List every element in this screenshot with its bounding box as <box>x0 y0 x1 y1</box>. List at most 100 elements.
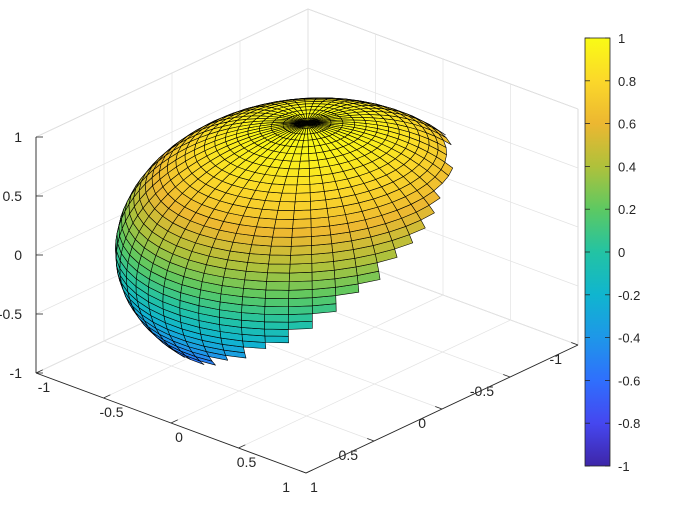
x-tick-mark <box>35 369 43 374</box>
surface-patch <box>293 209 312 220</box>
colorbar-tick-label: 1 <box>618 31 625 46</box>
y-axis-line <box>305 344 579 474</box>
grid-line <box>307 8 579 110</box>
surface-patch <box>310 199 328 211</box>
y-tick-label: -1 <box>550 351 563 367</box>
colorbar-tick-label: -0.4 <box>618 331 640 346</box>
surface-patch <box>264 297 289 308</box>
x-tick-mark <box>103 394 111 399</box>
surface-patch <box>273 218 294 229</box>
colorbar-tick-label: 0.2 <box>618 202 636 217</box>
y-tick-mark <box>435 406 443 410</box>
surface-patch <box>272 227 293 238</box>
y-tick-label: 1 <box>282 479 290 495</box>
surface-patch <box>297 168 310 178</box>
surface-patch <box>287 320 313 330</box>
surface-patch <box>308 152 319 162</box>
surface-patch <box>288 271 313 283</box>
z-tick-label: -1 <box>10 365 23 381</box>
surface-patch <box>294 192 311 203</box>
surface-patch <box>268 254 291 265</box>
z-tick-label: 1 <box>14 129 22 145</box>
surface-patch <box>308 159 320 169</box>
surface-patch <box>264 335 289 344</box>
x-tick-label: 0.5 <box>237 454 257 470</box>
surface-patch <box>293 200 311 211</box>
colorbar-tick-label: -0.8 <box>618 416 640 431</box>
surface-patch <box>289 263 313 274</box>
surface-patch <box>258 208 279 220</box>
grid-line <box>103 340 375 442</box>
surface-patch <box>309 182 325 194</box>
surface-patch <box>308 167 322 177</box>
colorbar-tick-label: 0.4 <box>618 159 636 174</box>
grid-line <box>307 67 579 169</box>
surface-patch <box>256 217 277 229</box>
surface-patch <box>267 263 291 274</box>
surface-patch <box>298 160 310 170</box>
surface-patch <box>290 236 312 247</box>
surface-patch <box>288 297 313 308</box>
z-tick-label: -0.5 <box>0 306 22 322</box>
surface-patch <box>299 153 310 162</box>
surface-patch <box>281 184 298 194</box>
surface-patch <box>341 119 355 123</box>
colorbar-tick-label: -0.6 <box>618 373 640 388</box>
surface-patch <box>266 272 290 283</box>
y-tick-mark <box>503 374 511 378</box>
colorbar: -1 -0.8 -0.6 -0.4 -0.2 0 0.2 0.4 0.6 0.8 1 <box>584 31 640 474</box>
axes-ticks: -1-0.500.51-1-0.500.51-1-0.500.51 <box>0 129 579 495</box>
x-tick-label: -0.5 <box>99 404 123 420</box>
surface-patch <box>277 201 296 211</box>
surface-patch <box>291 227 312 238</box>
surface-patch <box>295 184 311 194</box>
surface-patch <box>175 154 186 168</box>
surface-patch <box>251 235 273 247</box>
x-tick-label: 1 <box>310 479 318 495</box>
x-tick-label: 0 <box>175 429 183 445</box>
sphere-surface <box>115 97 454 366</box>
grid-line <box>35 67 309 197</box>
surface-patch <box>253 226 275 238</box>
surface-patch <box>305 106 312 111</box>
surface-patch <box>264 306 289 315</box>
colorbar-tick-label: -1 <box>618 459 630 474</box>
surface-patch <box>275 210 295 220</box>
x-tick-mark <box>238 444 246 449</box>
surface-patch <box>264 328 289 337</box>
surface-patch <box>289 254 313 265</box>
surface-patch <box>287 313 313 323</box>
colorbar-tick-label: -0.2 <box>618 288 640 303</box>
surface-patch <box>265 281 290 291</box>
surface-patch <box>264 321 289 330</box>
y-tick-label: 0 <box>418 415 426 431</box>
x-tick-mark <box>170 419 178 424</box>
colorbar-tick-label: 0.6 <box>618 117 636 132</box>
surface-patch <box>245 262 269 274</box>
y-tick-label: -0.5 <box>470 383 494 399</box>
surface-patch <box>292 218 312 229</box>
surface-patch <box>309 191 326 202</box>
surface-patch <box>279 192 297 203</box>
colorbar-tick-label: 0.8 <box>618 74 636 89</box>
colorbar-tick-label: 0 <box>618 245 625 260</box>
y-tick-mark <box>571 342 579 346</box>
surface-patch <box>309 174 323 185</box>
surface-patch <box>264 313 289 323</box>
grid-line <box>35 8 309 138</box>
surface-patch <box>269 245 292 256</box>
surface-patch <box>296 175 311 186</box>
x-tick-label: -1 <box>38 379 51 395</box>
x-axis-line <box>35 372 307 474</box>
surface-patch <box>249 244 272 256</box>
surface-patch <box>288 280 313 291</box>
surface-patch <box>288 289 313 299</box>
y-tick-mark <box>367 438 375 442</box>
z-tick-label: 0 <box>14 247 22 263</box>
surface-patch <box>247 253 271 265</box>
surface-patch <box>287 305 313 315</box>
surface-patch <box>290 245 312 256</box>
z-tick-label: 0.5 <box>3 188 23 204</box>
